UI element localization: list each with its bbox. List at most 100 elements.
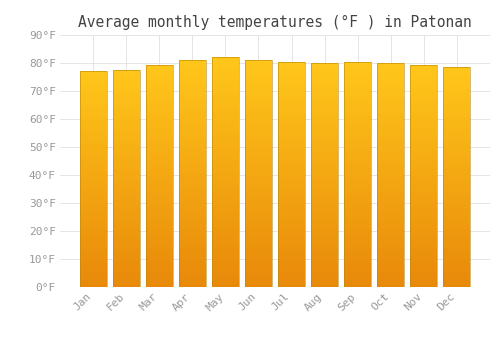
Bar xyxy=(410,265,438,267)
Bar xyxy=(278,217,305,220)
Bar xyxy=(344,121,371,124)
Bar xyxy=(179,131,206,134)
Bar xyxy=(179,80,206,83)
Bar xyxy=(444,166,470,169)
Bar xyxy=(245,128,272,131)
Bar xyxy=(245,159,272,162)
Bar xyxy=(179,276,206,279)
Bar xyxy=(278,259,305,262)
Bar xyxy=(212,278,239,281)
Bar xyxy=(179,174,206,176)
Bar xyxy=(80,214,106,217)
Bar xyxy=(80,130,106,133)
Bar xyxy=(410,154,438,156)
Bar xyxy=(80,282,106,284)
Bar xyxy=(410,187,438,190)
Bar xyxy=(179,108,206,111)
Bar xyxy=(212,155,239,158)
Bar xyxy=(179,91,206,94)
Bar xyxy=(377,91,404,93)
Bar xyxy=(410,251,438,254)
Bar xyxy=(344,62,371,65)
Bar xyxy=(311,200,338,203)
Bar xyxy=(444,100,470,103)
Bar xyxy=(179,100,206,103)
Bar xyxy=(245,77,272,80)
Bar xyxy=(444,265,470,268)
Bar xyxy=(311,65,338,68)
Bar xyxy=(212,209,239,212)
Bar xyxy=(344,166,371,169)
Bar xyxy=(377,211,404,214)
Bar xyxy=(112,249,140,252)
Bar xyxy=(444,76,470,78)
Bar xyxy=(344,211,371,214)
Bar xyxy=(146,254,173,257)
Bar xyxy=(112,125,140,127)
Bar xyxy=(377,228,404,231)
Bar xyxy=(179,125,206,128)
Bar xyxy=(146,173,173,176)
Bar xyxy=(311,161,338,164)
Bar xyxy=(245,241,272,244)
Bar xyxy=(146,148,173,151)
Bar xyxy=(212,275,239,278)
Bar xyxy=(278,127,305,130)
Bar xyxy=(245,137,272,140)
Bar xyxy=(146,206,173,209)
Bar xyxy=(112,241,140,244)
Bar xyxy=(444,208,470,210)
Bar xyxy=(278,189,305,191)
Bar xyxy=(146,87,173,90)
Bar xyxy=(112,119,140,122)
Bar xyxy=(245,60,272,287)
Bar xyxy=(80,174,106,176)
Bar xyxy=(444,106,470,108)
Bar xyxy=(444,180,470,183)
Bar xyxy=(444,98,470,100)
Bar xyxy=(179,148,206,151)
Bar xyxy=(444,120,470,122)
Bar xyxy=(80,155,106,157)
Bar xyxy=(179,250,206,253)
Bar xyxy=(344,96,371,99)
Bar xyxy=(377,270,404,273)
Bar xyxy=(112,233,140,236)
Bar xyxy=(344,135,371,138)
Bar xyxy=(179,244,206,247)
Bar xyxy=(112,203,140,206)
Bar xyxy=(444,248,470,251)
Bar xyxy=(112,198,140,200)
Bar xyxy=(444,73,470,76)
Bar xyxy=(410,143,438,146)
Bar xyxy=(146,262,173,265)
Bar xyxy=(146,267,173,270)
Bar xyxy=(146,198,173,201)
Bar xyxy=(80,279,106,282)
Bar xyxy=(444,108,470,111)
Bar xyxy=(245,219,272,222)
Bar xyxy=(212,252,239,256)
Bar xyxy=(146,98,173,101)
Bar xyxy=(245,208,272,210)
Bar xyxy=(311,220,338,223)
Bar xyxy=(344,175,371,177)
Bar xyxy=(80,71,106,287)
Bar xyxy=(344,239,371,242)
Bar xyxy=(410,129,438,132)
Bar xyxy=(377,161,404,164)
Bar xyxy=(245,279,272,281)
Bar xyxy=(278,158,305,161)
Bar xyxy=(311,197,338,200)
Bar xyxy=(146,209,173,212)
Bar xyxy=(179,176,206,179)
Bar xyxy=(278,186,305,189)
Bar xyxy=(80,225,106,228)
Bar xyxy=(311,253,338,256)
Bar xyxy=(444,144,470,147)
Bar xyxy=(146,273,173,276)
Bar xyxy=(344,186,371,189)
Bar xyxy=(179,88,206,91)
Bar xyxy=(245,86,272,89)
Bar xyxy=(179,208,206,210)
